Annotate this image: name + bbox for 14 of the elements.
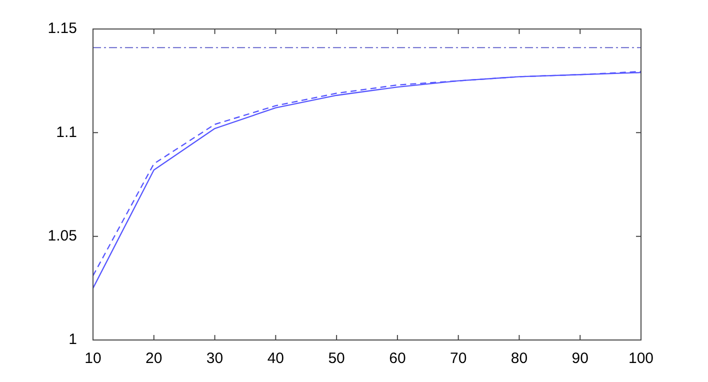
x-tick-label: 10 <box>84 350 102 368</box>
y-tick-label: 1.15 <box>48 20 77 38</box>
x-tick-label: 70 <box>450 350 467 368</box>
x-tick-label: 40 <box>267 350 284 368</box>
x-tick-label: 90 <box>572 350 588 368</box>
x-tick-label: 60 <box>389 350 406 368</box>
y-tick-label: 1.1 <box>56 124 77 141</box>
x-tick-label: 50 <box>328 350 345 368</box>
y-tick-label: 1 <box>68 331 77 348</box>
x-tick-label: 100 <box>628 350 654 368</box>
x-tick-label: 80 <box>510 350 528 368</box>
y-tick-label: 1.05 <box>48 227 77 244</box>
x-tick-label: 20 <box>146 350 162 368</box>
x-tick-label: 30 <box>206 350 224 368</box>
